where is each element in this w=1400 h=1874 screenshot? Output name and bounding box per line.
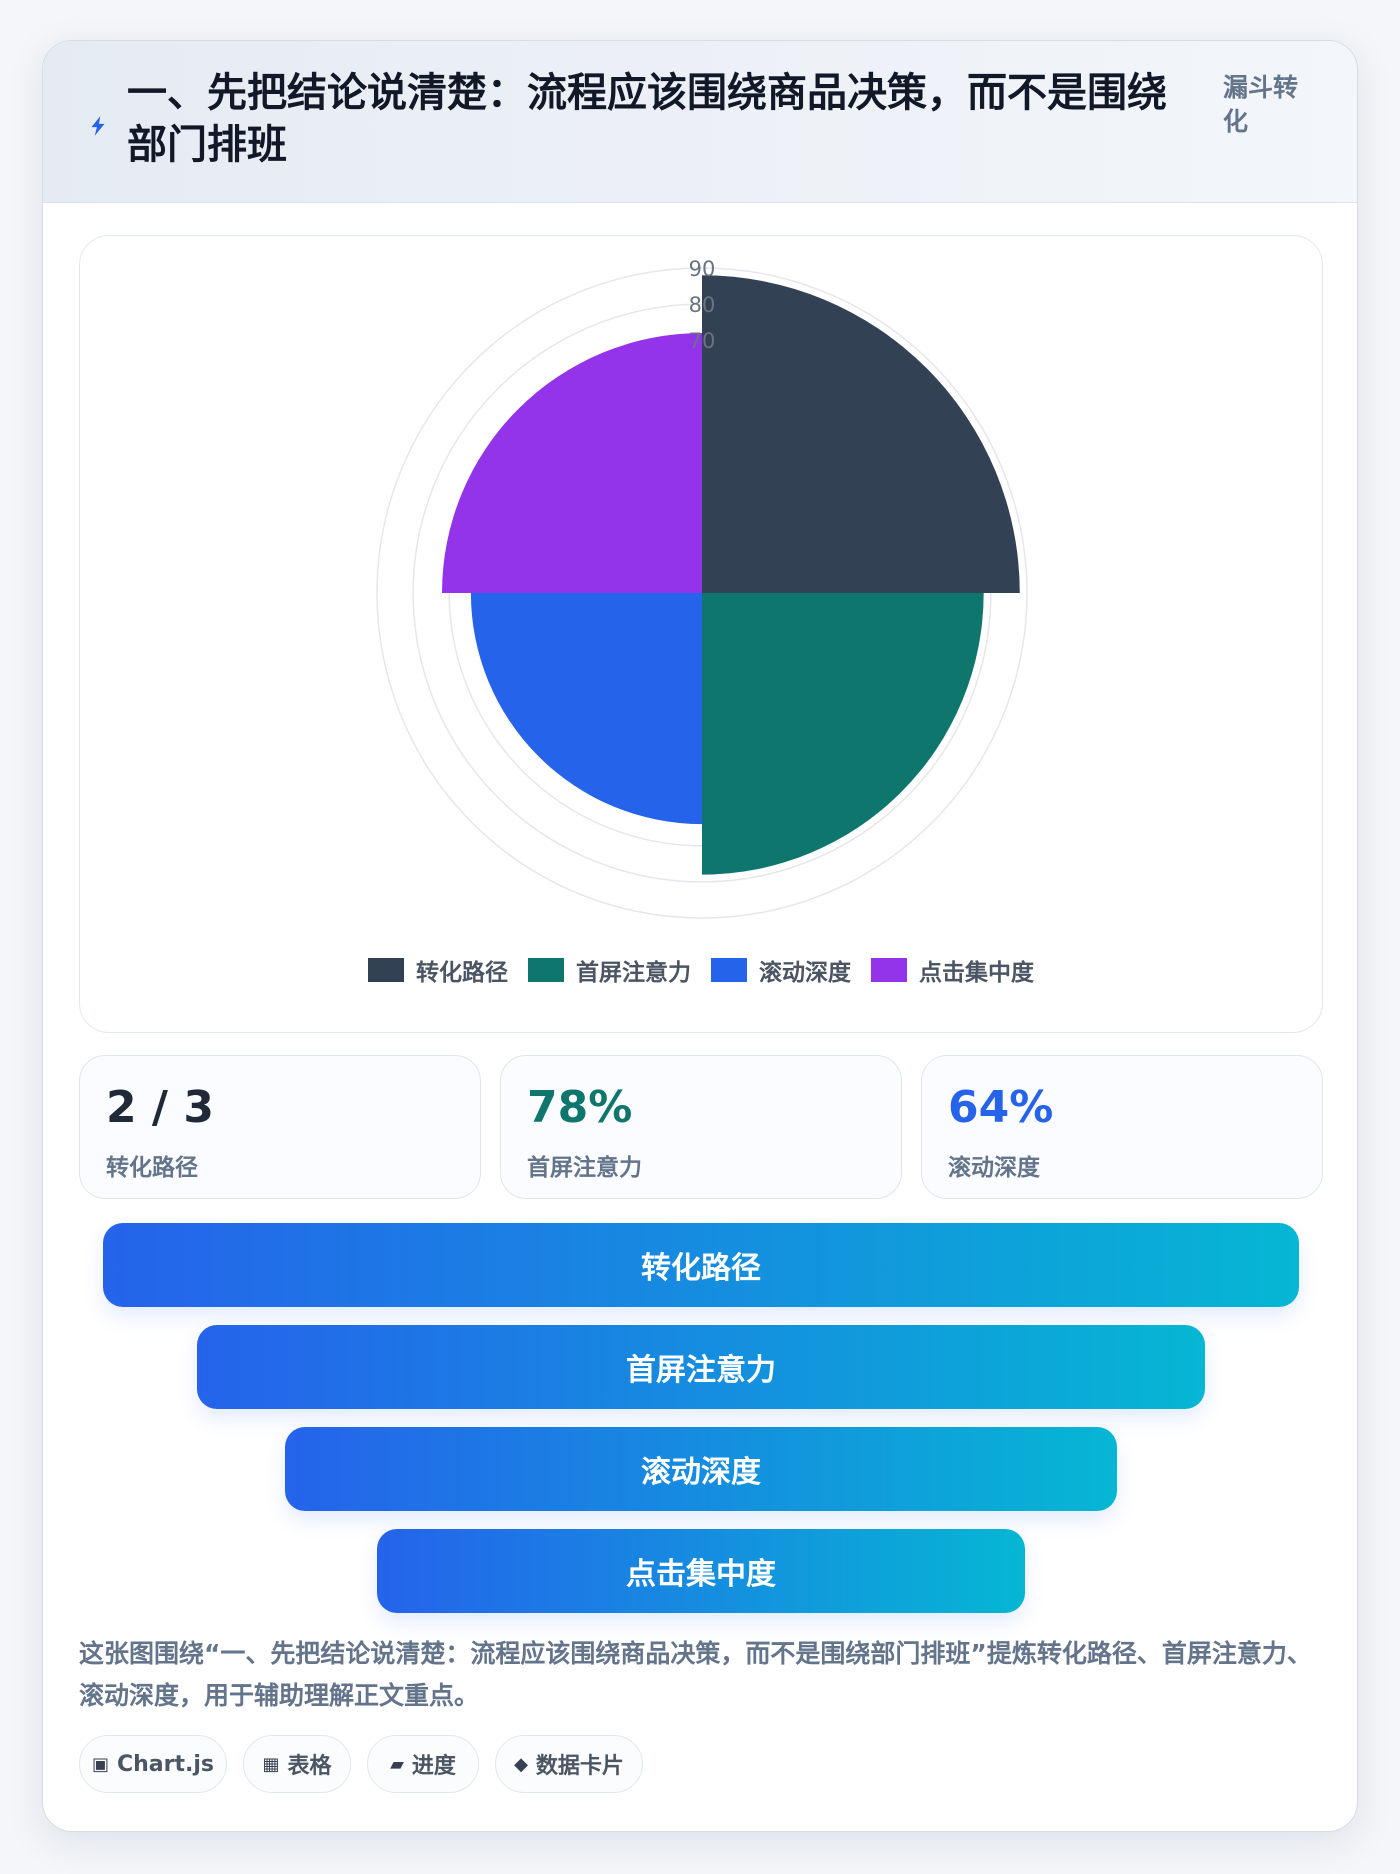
chart-panel: 70 80 90 转化路径 首屏注意力 滚动深度 点击集中度 (79, 235, 1323, 1033)
table-icon: ▦ (262, 1753, 280, 1775)
page-title: 一、先把结论说清楚：流程应该围绕商品决策，而不是围绕部门排班 (127, 70, 1167, 168)
polar-area-chart: 70 80 90 (376, 257, 1028, 919)
chip-label: 进度 (411, 1754, 456, 1779)
kpi-value: 2 / 3 (106, 1082, 214, 1133)
chart-legend: 转化路径 首屏注意力 滚动深度 点击集中度 (80, 950, 1322, 990)
chip-progress[interactable]: ▰ 进度 (367, 1735, 479, 1793)
polar-segment-4[interactable] (442, 333, 702, 593)
polar-segment-2[interactable] (702, 593, 984, 875)
kpi-value: 78% (527, 1082, 633, 1133)
legend-label: 滚动深度 (759, 960, 851, 986)
kpi-label: 滚动深度 (948, 1155, 1040, 1181)
radial-tick-label: 90 (689, 257, 716, 281)
progress-icon: ▰ (390, 1753, 404, 1775)
legend-item[interactable]: 首屏注意力 (528, 953, 691, 987)
chip-chartjs[interactable]: ▣ Chart.js (79, 1735, 227, 1793)
category-tag: 漏斗转化 (1223, 73, 1299, 136)
legend-swatch (871, 958, 907, 982)
legend-item[interactable]: 滚动深度 (711, 953, 851, 987)
legend-swatch (528, 958, 564, 982)
kpi-value: 64% (948, 1082, 1054, 1133)
grid-ring (376, 267, 1028, 919)
kpi-card-scroll-depth: 64% 滚动深度 (921, 1055, 1323, 1199)
chip-square-icon: ▣ (91, 1753, 109, 1775)
card-header: 一、先把结论说清楚：流程应该围绕商品决策，而不是围绕部门排班 漏斗转化 (43, 41, 1357, 203)
funnel-stage-4: 点击集中度 (377, 1529, 1025, 1613)
chip-label: 数据卡片 (535, 1754, 624, 1779)
funnel-stage-2: 首屏注意力 (197, 1325, 1205, 1409)
chip-label: Chart.js (117, 1751, 215, 1777)
legend-swatch (711, 958, 747, 982)
legend-swatch (368, 958, 404, 982)
legend-label: 转化路径 (416, 960, 508, 986)
radial-tick-label: 70 (689, 329, 716, 353)
radial-tick-label: 80 (689, 293, 716, 317)
diamond-icon: ◆ (514, 1753, 528, 1775)
chart-description: 这张图围绕“一、先把结论说清楚：流程应该围绕商品决策，而不是围绕部门排班”提炼转… (79, 1639, 1312, 1710)
legend-item[interactable]: 点击集中度 (871, 953, 1034, 987)
polar-segment-1[interactable] (702, 275, 1020, 593)
lightning-icon (91, 116, 105, 136)
funnel-stage-1: 转化路径 (103, 1223, 1299, 1307)
legend-label: 首屏注意力 (576, 960, 691, 986)
kpi-label: 首屏注意力 (527, 1155, 642, 1181)
funnel-stage-3: 滚动深度 (285, 1427, 1117, 1511)
chip-label: 表格 (287, 1754, 332, 1779)
kpi-label: 转化路径 (106, 1155, 198, 1181)
kpi-card-first-screen: 78% 首屏注意力 (500, 1055, 902, 1199)
legend-label: 点击集中度 (919, 960, 1034, 986)
kpi-card-conversion: 2 / 3 转化路径 (79, 1055, 481, 1199)
polar-segment-3[interactable] (470, 593, 702, 825)
chip-table[interactable]: ▦ 表格 (243, 1735, 351, 1793)
legend-item[interactable]: 转化路径 (368, 953, 508, 987)
chip-data-card[interactable]: ◆ 数据卡片 (495, 1735, 643, 1793)
chart-card: 一、先把结论说清楚：流程应该围绕商品决策，而不是围绕部门排班 漏斗转化 70 80… (42, 40, 1358, 1832)
